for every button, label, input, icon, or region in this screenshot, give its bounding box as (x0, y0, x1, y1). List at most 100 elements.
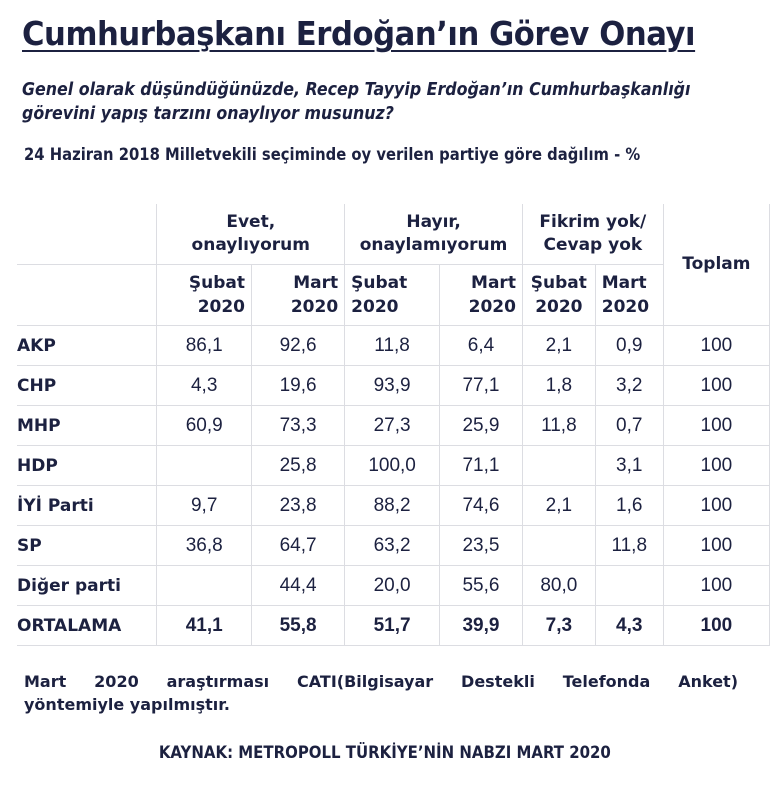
period-month: Şubat (530, 273, 587, 293)
note-line-2: yöntemiyle yapılmıştır. (24, 695, 230, 714)
cell-value: 55,8 (251, 605, 346, 646)
cell-total: 100 (662, 605, 770, 646)
group-header-yes: Evet, onaylıyorum (156, 204, 346, 265)
cell-value: 71,1 (439, 445, 523, 486)
period-header: Şubat 2020 (344, 264, 440, 326)
period-month: Mart (601, 273, 647, 293)
period-year: 2020 (601, 297, 650, 317)
party-name: CHP (17, 365, 158, 406)
cell-value: 27,3 (344, 405, 440, 446)
period-month: Mart (293, 273, 339, 293)
cell-value: 93,9 (344, 365, 440, 406)
group-header-line1: Fikrim yok/ (539, 212, 647, 232)
note-word: araştırması (166, 672, 270, 691)
period-month: Mart (471, 273, 516, 293)
cell-value: 23,5 (439, 525, 523, 566)
table-row-sp: SP 36,8 64,7 63,2 23,5 11,8 100 (17, 525, 770, 566)
period-month: Şubat (351, 273, 408, 293)
table-subtitle: 24 Haziran 2018 Milletvekili seçiminde o… (24, 145, 641, 165)
cell-value: 6,4 (439, 325, 523, 366)
cell-value: 39,9 (439, 605, 523, 646)
party-name: MHP (17, 405, 158, 446)
cell-total: 100 (662, 565, 770, 606)
cell-value: 86,1 (156, 325, 253, 366)
approval-table: Evet, onaylıyorum Hayır, onaylamıyorum F… (17, 204, 770, 646)
survey-question: Genel olarak düşündüğünüzde, Recep Tayyi… (22, 79, 691, 124)
cell-value: 51,7 (344, 605, 440, 646)
party-name: AKP (17, 325, 158, 366)
cell-value: 2,1 (521, 485, 596, 526)
cell-value (156, 565, 253, 606)
cell-value: 4,3 (156, 365, 253, 406)
cell-total: 100 (662, 445, 770, 486)
group-header-line2: Cevap yok (543, 235, 643, 255)
period-month: Şubat (188, 273, 246, 293)
cell-value: 1,6 (594, 485, 664, 526)
party-name: ORTALAMA (17, 605, 158, 646)
group-header-no-opinion: Fikrim yok/ Cevap yok (521, 204, 664, 265)
cell-value: 88,2 (344, 485, 440, 526)
cell-value: 4,3 (594, 605, 664, 646)
cell-value: 63,2 (344, 525, 440, 566)
note-word: Destekli (461, 672, 535, 691)
table-row-chp: CHP 4,3 19,6 93,9 77,1 1,8 3,2 100 (17, 365, 770, 406)
cell-value: 7,3 (521, 605, 596, 646)
period-header: Mart 2020 (594, 264, 664, 326)
cell-value (521, 525, 596, 566)
cell-value: 11,8 (344, 325, 440, 366)
cell-value (156, 445, 253, 486)
cell-value: 20,0 (344, 565, 440, 606)
period-header: Mart 2020 (439, 264, 523, 326)
cell-total: 100 (662, 525, 770, 566)
cell-value: 19,6 (251, 365, 346, 406)
period-header: Mart 2020 (251, 264, 346, 326)
party-name: SP (17, 525, 158, 566)
table-row-average: ORTALAMA 41,1 55,8 51,7 39,9 7,3 4,3 100 (17, 605, 770, 646)
cell-value: 55,6 (439, 565, 523, 606)
page-title: Cumhurbaşkanı Erdoğan’ın Görev Onayı (22, 14, 696, 53)
cell-value: 25,8 (251, 445, 346, 486)
period-year: 2020 (535, 297, 583, 317)
cell-value: 41,1 (156, 605, 253, 646)
note-word: Anket) (678, 672, 738, 691)
cell-total: 100 (662, 365, 770, 406)
group-header-line2: onaylamıyorum (359, 235, 508, 255)
cell-value: 11,8 (521, 405, 596, 446)
cell-value: 80,0 (521, 565, 596, 606)
table-row-other: Diğer parti 44,4 20,0 55,6 80,0 100 (17, 565, 770, 606)
cell-value: 2,1 (521, 325, 596, 366)
party-name: HDP (17, 445, 158, 486)
cell-value: 60,9 (156, 405, 253, 446)
party-name: Diğer parti (17, 565, 158, 606)
table-row-iyi: İYİ Parti 9,7 23,8 88,2 74,6 2,1 1,6 100 (17, 485, 770, 526)
group-header-line1: Evet, (226, 212, 276, 232)
cell-value: 9,7 (156, 485, 253, 526)
period-header: Şubat 2020 (521, 264, 596, 326)
period-year: 2020 (468, 297, 516, 317)
methodology-note: Mart 2020 araştırması CATI(Bilgisayar De… (24, 670, 738, 716)
cell-value: 64,7 (251, 525, 346, 566)
party-header-empty (17, 264, 158, 326)
party-header-empty (17, 204, 158, 265)
cell-value (594, 565, 664, 606)
cell-value: 0,7 (594, 405, 664, 446)
note-word: Telefonda (562, 672, 651, 691)
cell-value: 25,9 (439, 405, 523, 446)
total-header: Toplam (662, 204, 770, 326)
group-header-no: Hayır, onaylamıyorum (344, 204, 523, 265)
party-name: İYİ Parti (17, 485, 158, 526)
cell-value: 74,6 (439, 485, 523, 526)
cell-value: 36,8 (156, 525, 253, 566)
table-row-akp: AKP 86,1 92,6 11,8 6,4 2,1 0,9 100 (17, 325, 770, 366)
group-header-line2: onaylıyorum (191, 235, 310, 255)
cell-total: 100 (662, 485, 770, 526)
cell-value: 100,0 (344, 445, 440, 486)
group-header-row: Evet, onaylıyorum Hayır, onaylamıyorum F… (17, 204, 770, 326)
cell-value: 3,2 (594, 365, 664, 406)
cell-value: 44,4 (251, 565, 346, 606)
period-header: Şubat 2020 (156, 264, 253, 326)
cell-value: 3,1 (594, 445, 664, 486)
cell-value: 0,9 (594, 325, 664, 366)
table-row-hdp: HDP 25,8 100,0 71,1 3,1 100 (17, 445, 770, 486)
note-word: Mart (24, 672, 67, 691)
